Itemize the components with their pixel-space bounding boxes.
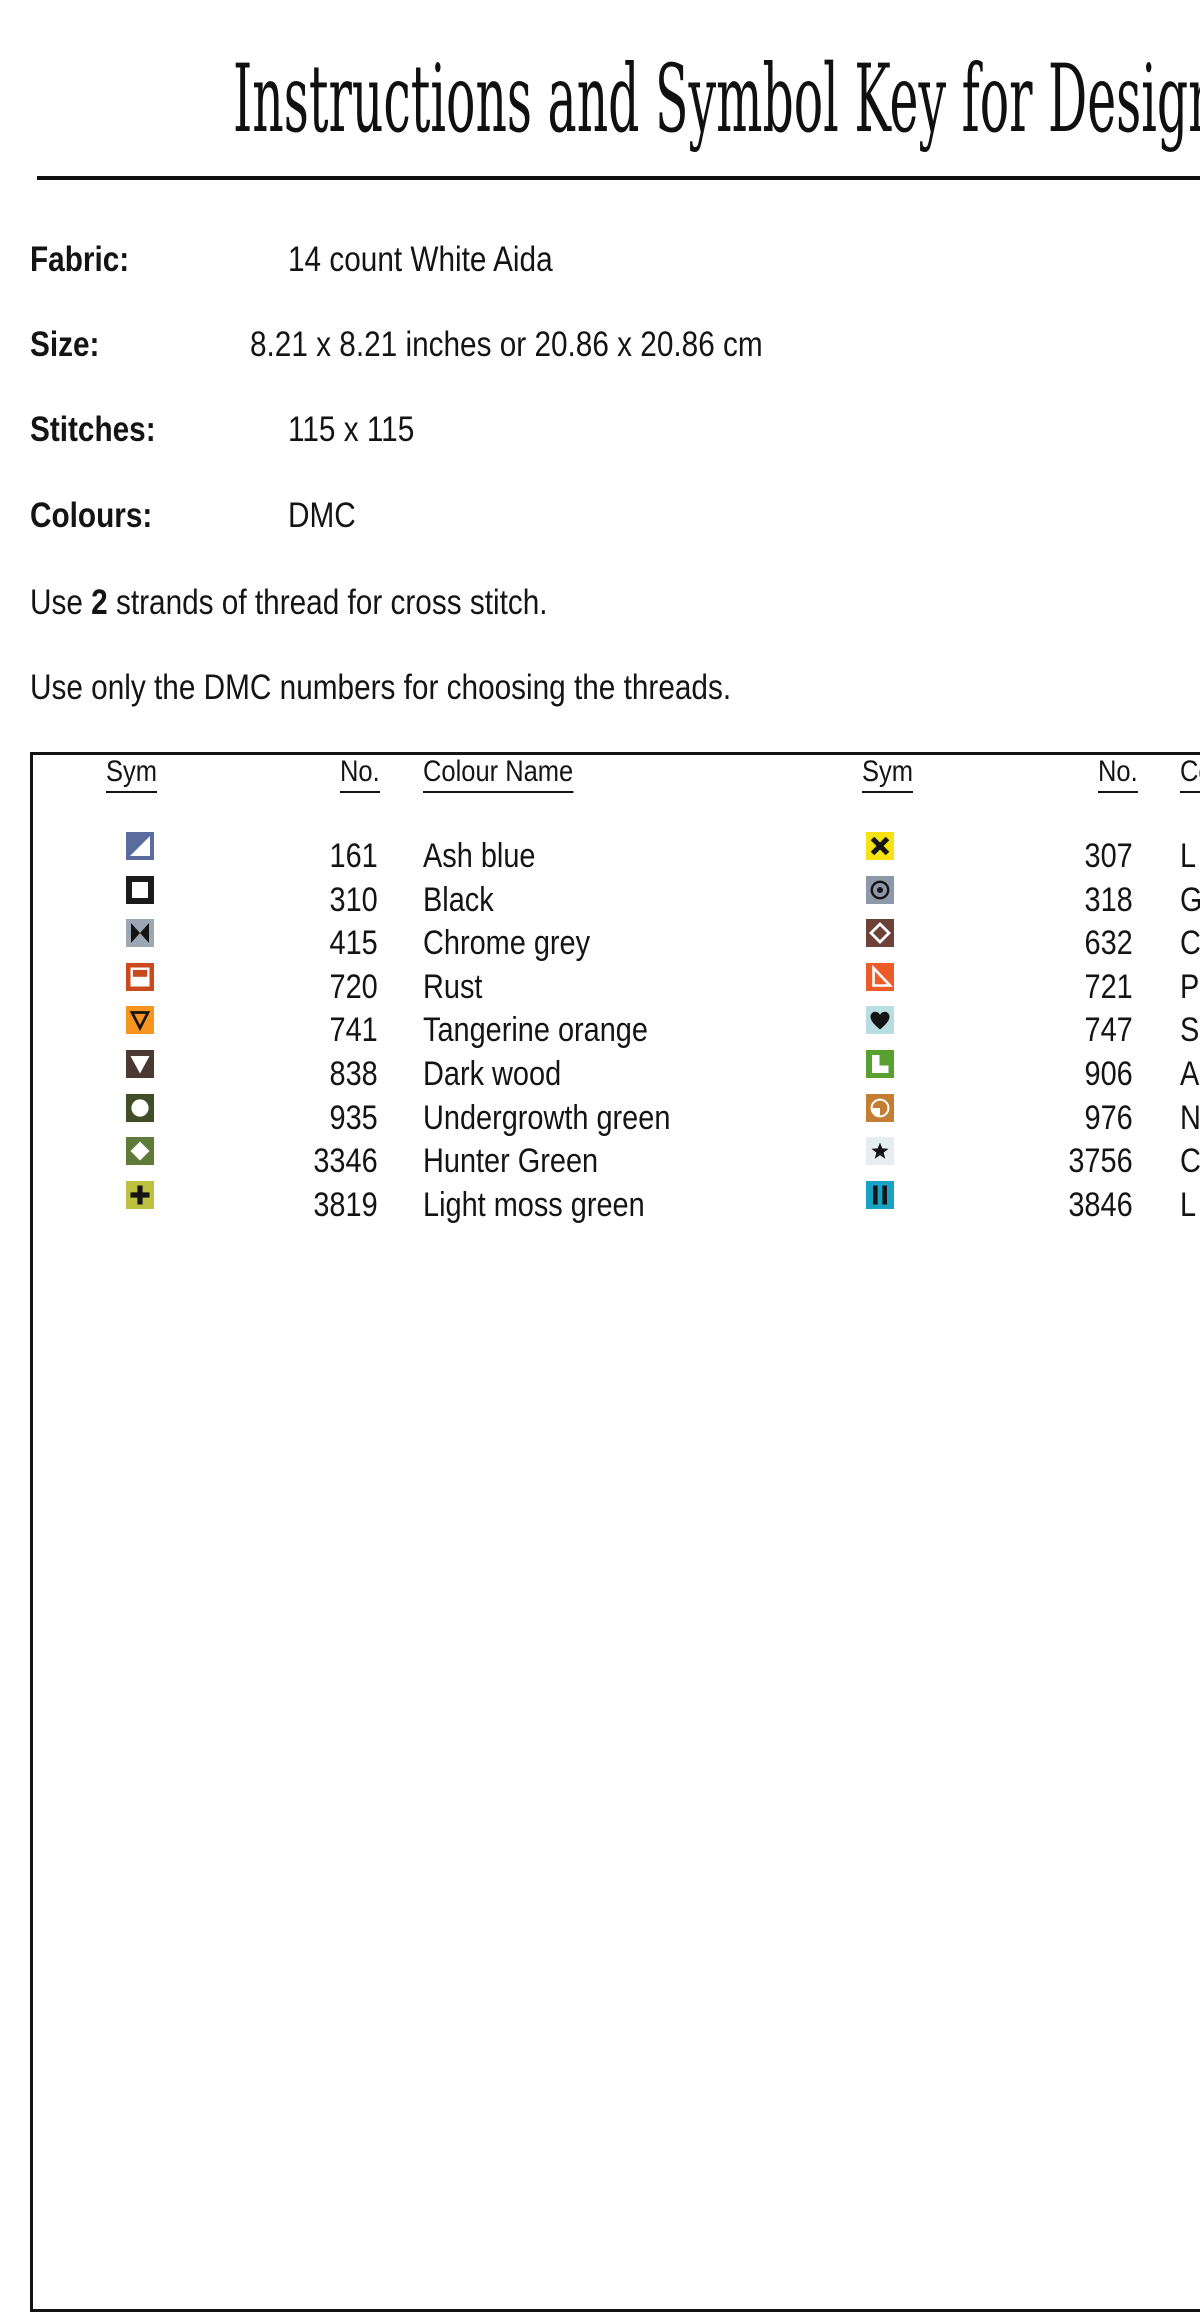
symbol-swatch (866, 1050, 894, 1078)
page-title: Instructions and Symbol Key for Design "… (233, 45, 1200, 154)
thread-number: 720 (329, 968, 378, 1006)
symbol-swatch (126, 1094, 154, 1122)
triangle-down-icon (130, 1056, 150, 1074)
fabric-label: Fabric: (30, 240, 130, 279)
colour-name: Rust (423, 968, 483, 1006)
colour-name: C (1180, 1142, 1200, 1180)
header-sym-left: Sym (106, 755, 166, 793)
header-sym-right: Sym (862, 755, 922, 793)
circled-dot-icon (870, 880, 890, 900)
thread-number: 307 (1084, 837, 1133, 875)
symbol-swatch (126, 832, 154, 860)
pause-bars-icon (873, 1185, 887, 1205)
thread-number: 3346 (313, 1142, 378, 1180)
colour-name: G (1180, 883, 1200, 917)
thread-number: 415 (329, 924, 378, 962)
thread-number: 318 (1084, 881, 1133, 919)
thread-number: 838 (329, 1055, 378, 1093)
header-colour-left: Colour Name (423, 755, 600, 793)
right-triangle-outline-icon (872, 964, 894, 987)
colour-name: N (1180, 1099, 1200, 1137)
heart-icon (870, 1011, 890, 1030)
symbol-swatch (866, 963, 894, 991)
symbol-swatch (866, 919, 894, 947)
colour-name: L (1180, 837, 1197, 875)
size-label: Size: (30, 325, 100, 364)
colour-name: Tangerine orange (423, 1011, 648, 1049)
stitches-row: Stitches: (30, 410, 178, 450)
stitches-label: Stitches: (30, 410, 156, 449)
symbol-swatch (866, 1094, 894, 1122)
symbol-swatch (126, 963, 154, 991)
fabric-row: Fabric: (30, 240, 147, 280)
colours-row: Colours: (30, 496, 174, 536)
symbol-swatch (866, 876, 894, 904)
plus-icon (130, 1185, 150, 1205)
thread-number: 906 (1084, 1055, 1133, 1093)
thread-number: 741 (329, 1011, 378, 1049)
symbol-swatch (866, 1137, 894, 1165)
colour-name: Hunter Green (423, 1142, 599, 1180)
lower-right-triangle-icon (130, 836, 150, 856)
colour-name: Dark wood (423, 1055, 562, 1093)
bowtie-icon (131, 923, 149, 943)
x-cross-icon (870, 836, 890, 856)
thread-number: 747 (1084, 1011, 1133, 1049)
size-value: 8.21 x 8.21 inches or 20.86 x 20.86 cm (250, 325, 763, 364)
thread-number: 3756 (1068, 1142, 1133, 1180)
colour-name: A (1180, 1055, 1200, 1093)
colour-name: Black (423, 881, 494, 919)
title-divider (37, 176, 1200, 180)
colours-value: DMC (288, 496, 356, 535)
instruction-page: { "page_background": "#ffffff", "text_co… (30, 45, 1200, 2312)
size-row: Size: (30, 325, 112, 365)
colour-name: Chrome grey (423, 924, 591, 962)
square-outline-icon (132, 882, 148, 898)
symbol-swatch (126, 1181, 154, 1209)
thread-number: 161 (329, 837, 378, 875)
fabric-value: 14 count White Aida (288, 240, 553, 279)
triangle-down-outline-icon (129, 1011, 151, 1031)
symbol-swatch (866, 832, 894, 860)
diamond-icon (130, 1141, 150, 1161)
colour-name: L (1180, 1186, 1197, 1224)
star-icon (871, 1142, 889, 1159)
l-shape-icon (872, 1055, 889, 1073)
symbol-swatch (126, 1006, 154, 1034)
colour-name: C (1180, 924, 1200, 962)
symbol-swatch (126, 876, 154, 904)
thread-number: 3846 (1068, 1186, 1133, 1224)
thread-number: 976 (1084, 1099, 1133, 1137)
symbol-swatch (126, 919, 154, 947)
symbol-swatch (126, 1050, 154, 1078)
colour-name: P (1180, 968, 1200, 1006)
thread-number: 721 (1084, 968, 1133, 1006)
header-colour-right: Colour Name (1180, 755, 1200, 793)
quarter-circle-icon (870, 1098, 890, 1118)
header-no-right: No. (990, 755, 1138, 793)
strands-count: 2 (91, 583, 108, 622)
thread-number: 310 (329, 881, 378, 919)
circle-icon (131, 1099, 149, 1117)
header-no-left: No. (232, 755, 380, 793)
symbol-swatch (866, 1006, 894, 1034)
dmc-note: Use only the DMC numbers for choosing th… (30, 668, 732, 707)
colour-name: Undergrowth green (423, 1099, 671, 1137)
colour-name: S (1180, 1011, 1200, 1049)
thread-number: 3819 (313, 1186, 378, 1224)
half-filled-square-icon (130, 967, 150, 987)
colours-label: Colours: (30, 496, 153, 535)
thread-number: 935 (329, 1099, 378, 1137)
stitches-value: 115 x 115 (288, 410, 415, 449)
symbol-swatch (866, 1181, 894, 1209)
colour-name: Ash blue (423, 837, 536, 875)
strands-note: Use 2 strands of thread for cross stitch… (30, 583, 548, 622)
symbol-swatch (126, 1137, 154, 1165)
diamond-outline-icon (869, 922, 891, 944)
colour-name: Light moss green (423, 1186, 645, 1224)
thread-number: 632 (1084, 924, 1133, 962)
